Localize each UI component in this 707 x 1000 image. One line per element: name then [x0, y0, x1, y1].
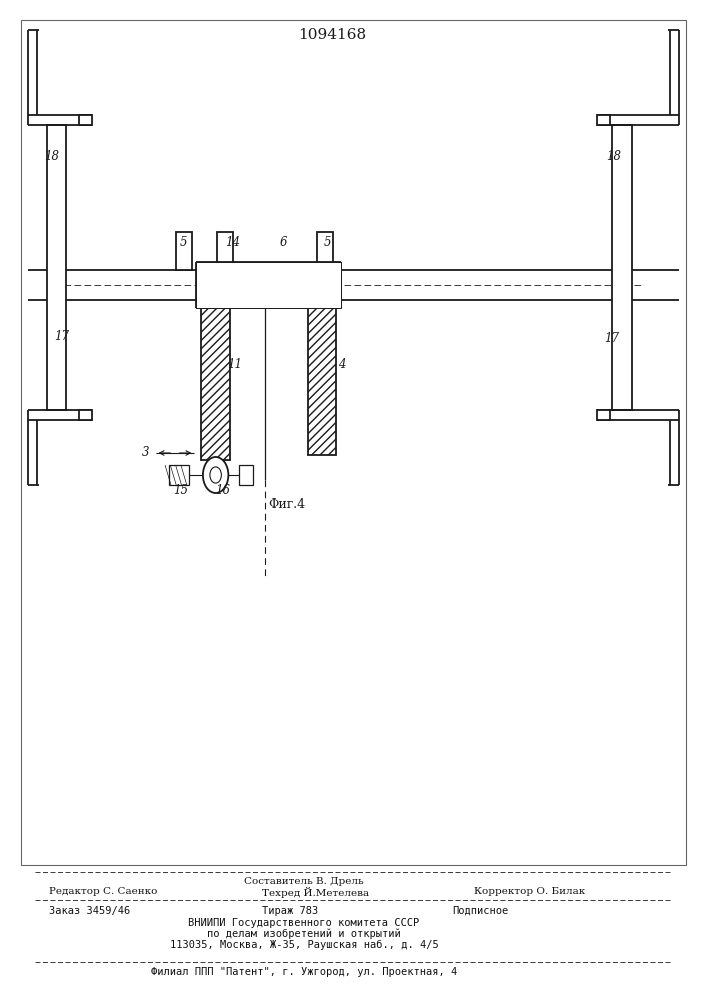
Text: 11: 11	[228, 358, 243, 370]
Bar	[597, 115, 610, 125]
Text: 4: 4	[338, 358, 346, 370]
Bar	[169, 465, 189, 485]
Bar	[317, 232, 333, 270]
Text: Заказ 3459/46: Заказ 3459/46	[49, 906, 131, 916]
Text: 18: 18	[607, 150, 621, 163]
Text: ВНИИПИ Государственного комитета СССР: ВНИИПИ Государственного комитета СССР	[188, 918, 420, 928]
Text: 3: 3	[141, 446, 149, 458]
Bar	[201, 270, 230, 460]
Text: 1094168: 1094168	[298, 28, 366, 42]
Text: 14: 14	[225, 236, 240, 249]
Bar	[196, 262, 341, 308]
Bar	[308, 270, 336, 455]
Bar	[217, 232, 233, 270]
Bar	[21, 20, 686, 865]
Text: Редактор С. Саенко: Редактор С. Саенко	[49, 888, 158, 896]
Text: 5: 5	[324, 236, 332, 249]
Text: 113035, Москва, Ж-35, Раушская наб., д. 4/5: 113035, Москва, Ж-35, Раушская наб., д. …	[170, 940, 438, 950]
Text: Тираж 783: Тираж 783	[262, 906, 318, 916]
Text: Корректор О. Билак: Корректор О. Билак	[474, 888, 585, 896]
Text: Техред Й.Метелева: Техред Й.Метелева	[262, 886, 369, 898]
Bar	[79, 410, 92, 420]
Bar	[79, 115, 92, 125]
Circle shape	[203, 457, 228, 493]
Text: 15: 15	[173, 484, 188, 496]
Text: по делам изобретений и открытий: по делам изобретений и открытий	[207, 929, 401, 939]
Text: Филиал ППП "Патент", г. Ужгород, ул. Проектная, 4: Филиал ППП "Патент", г. Ужгород, ул. Про…	[151, 967, 457, 977]
Text: Подписное: Подписное	[452, 906, 509, 916]
Bar	[612, 125, 632, 410]
Text: 16: 16	[216, 484, 230, 496]
Bar	[239, 465, 253, 485]
Text: Составитель В. Дрель: Составитель В. Дрель	[244, 876, 364, 886]
Text: 6: 6	[280, 236, 288, 249]
Text: 17: 17	[54, 330, 69, 342]
Text: 5: 5	[180, 236, 187, 249]
Bar	[597, 410, 610, 420]
Bar	[47, 125, 66, 410]
Text: 17: 17	[604, 332, 619, 346]
Bar	[176, 232, 192, 270]
Text: Φиг.4: Φиг.4	[269, 498, 306, 512]
Text: 18: 18	[45, 150, 59, 163]
